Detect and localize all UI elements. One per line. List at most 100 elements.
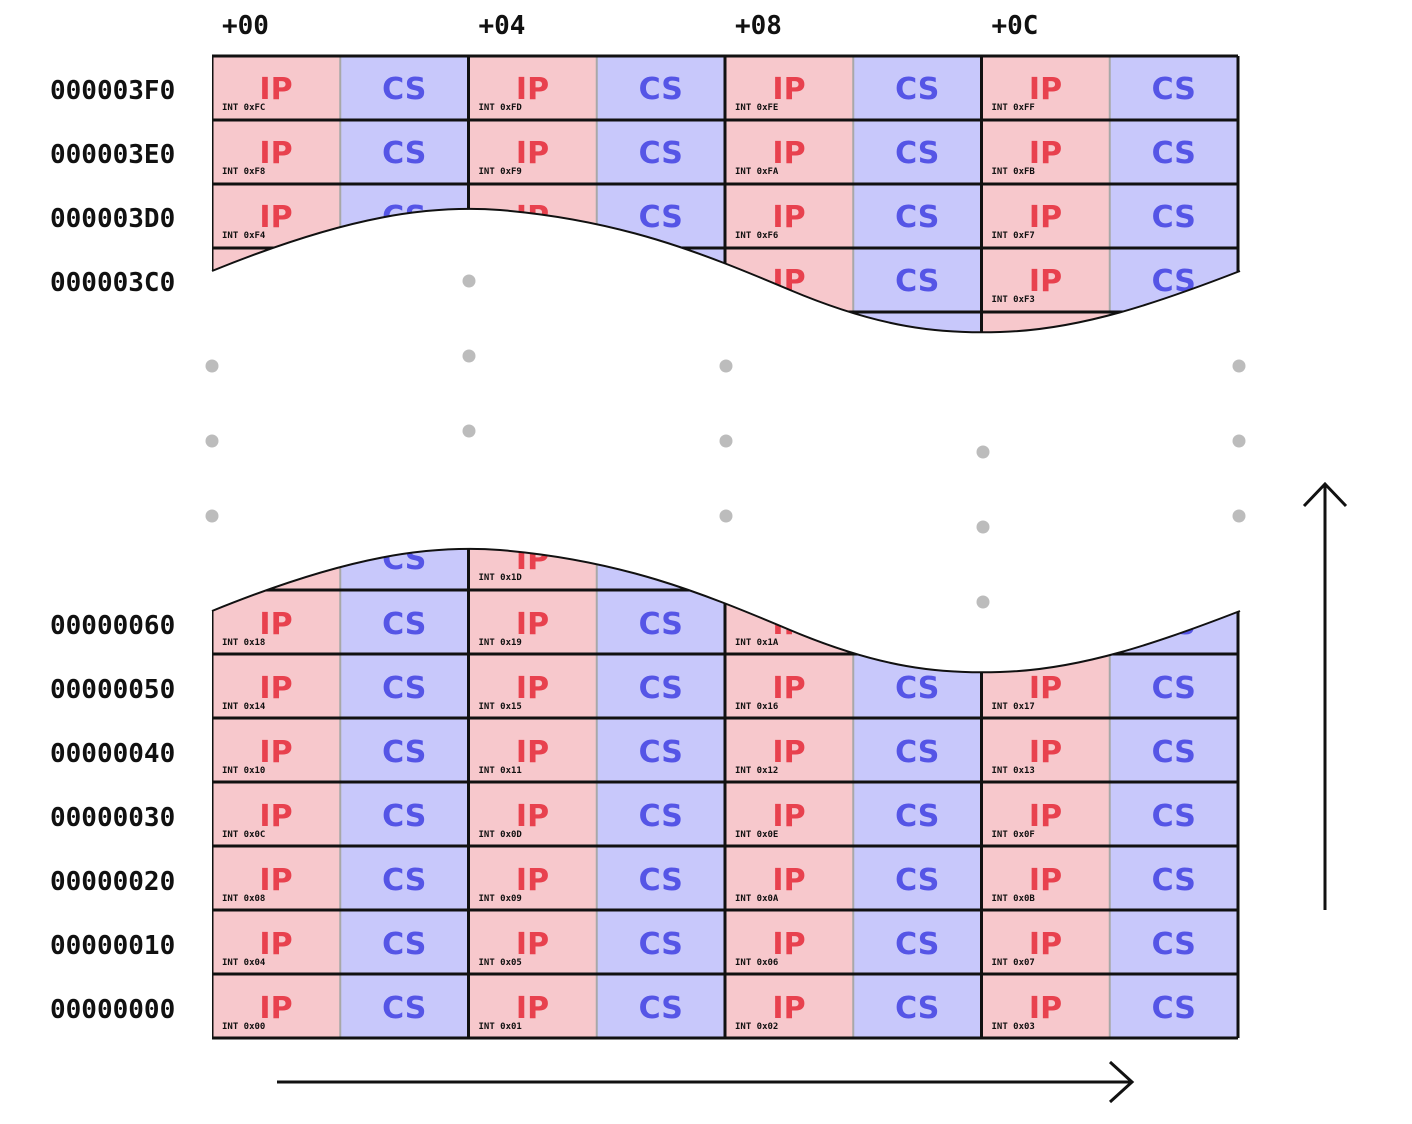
int-number-label: INT 0x0D (479, 830, 523, 840)
top-wave-edge (211, 207, 1241, 334)
ip-cell (981, 783, 1110, 847)
int-number-label: INT 0xFB (992, 167, 1036, 177)
ip-cell (468, 911, 597, 975)
int-number-label: INT 0xFC (222, 103, 265, 113)
cs-cell (340, 719, 469, 783)
row-address-label: 00000040 (50, 739, 175, 769)
ip-label: IP (1029, 328, 1062, 363)
cs-label: CS (382, 200, 426, 235)
cs-label: CS (895, 735, 939, 770)
ellipsis-dot (719, 509, 733, 523)
ip-cell (468, 591, 597, 655)
cs-cell (853, 184, 982, 248)
cs-cell (596, 975, 725, 1039)
int-number-label: INT 0xF7 (992, 231, 1035, 241)
cs-label: CS (895, 863, 939, 898)
int-number-label: INT 0x19 (479, 638, 522, 648)
cs-cell (1109, 975, 1238, 1039)
ip-label: IP (772, 328, 805, 363)
ip-label: IP (1029, 671, 1062, 706)
ip-label: IP (772, 991, 805, 1026)
cs-label: CS (1152, 799, 1196, 834)
ip-cell (725, 847, 854, 911)
cs-label: CS (639, 542, 683, 577)
cs-cell (596, 312, 725, 333)
ip-label: IP (259, 328, 292, 363)
cs-cell (340, 783, 469, 847)
ip-cell (212, 548, 341, 590)
ip-cell (212, 312, 341, 333)
ip-label: IP (259, 264, 292, 299)
ellipsis-dot (1232, 434, 1246, 448)
ip-cell (981, 248, 1110, 312)
ip-label: IP (1029, 200, 1062, 235)
ellipsis-dot (719, 434, 733, 448)
ip-label: IP (516, 264, 549, 299)
cs-label: CS (382, 735, 426, 770)
cs-cell (853, 847, 982, 911)
int-number-label: INT 0x08 (222, 894, 265, 904)
ip-label: IP (259, 542, 292, 577)
cs-label: CS (382, 72, 426, 107)
ip-label: IP (1029, 136, 1062, 171)
int-number-label: INT 0x16 (735, 702, 778, 712)
ellipsis-dot (462, 424, 476, 438)
cs-label: CS (1152, 863, 1196, 898)
ellipsis-dot (1232, 359, 1246, 373)
cs-label: CS (1152, 328, 1196, 363)
cs-cell (1109, 719, 1238, 783)
ip-cell (212, 120, 341, 184)
ip-cell (725, 56, 854, 120)
ip-label: IP (772, 927, 805, 962)
cs-cell (596, 655, 725, 719)
cs-label: CS (895, 607, 939, 642)
cs-cell (1109, 655, 1238, 719)
cs-label: CS (1152, 927, 1196, 962)
ip-label: IP (259, 863, 292, 898)
ip-cell (981, 911, 1110, 975)
int-number-label: INT 0x05 (479, 958, 522, 968)
ip-cell (981, 56, 1110, 120)
cs-label: CS (895, 799, 939, 834)
ip-cell (212, 56, 341, 120)
cs-label: CS (895, 927, 939, 962)
int-number-label: INT 0xF9 (479, 167, 522, 177)
cs-label: CS (382, 542, 426, 577)
int-number-label: INT 0xF6 (735, 231, 778, 241)
cs-cell (340, 248, 469, 312)
int-number-label: INT 0x0E (735, 830, 778, 840)
cs-cell (1109, 312, 1238, 333)
cs-label: CS (895, 200, 939, 235)
ellipsis-dot (462, 274, 476, 288)
cs-label: CS (639, 927, 683, 962)
cs-cell (596, 591, 725, 655)
cs-cell (1109, 56, 1238, 120)
cs-cell (596, 56, 725, 120)
vertical-direction-arrow (1302, 481, 1348, 910)
ip-label: IP (259, 671, 292, 706)
ip-label: IP (516, 863, 549, 898)
cs-label: CS (382, 328, 426, 363)
row-address-label: 00000010 (50, 931, 175, 961)
int-number-label: INT 0x00 (222, 1022, 265, 1032)
ip-label: IP (1029, 863, 1062, 898)
ip-label: IP (516, 542, 549, 577)
int-number-label: INT 0x09 (479, 894, 522, 904)
cs-cell (596, 248, 725, 312)
ip-label: IP (259, 607, 292, 642)
cs-cell (853, 56, 982, 120)
ellipsis-dot (205, 509, 219, 523)
ip-label: IP (259, 200, 292, 235)
ip-label: IP (516, 136, 549, 171)
cs-cell (340, 591, 469, 655)
cs-cell (853, 248, 982, 312)
cs-label: CS (639, 607, 683, 642)
ip-cell (725, 975, 854, 1039)
ip-cell (981, 184, 1110, 248)
cs-label: CS (382, 136, 426, 171)
int-number-label: INT 0xF3 (992, 295, 1035, 305)
cs-cell (853, 548, 982, 590)
